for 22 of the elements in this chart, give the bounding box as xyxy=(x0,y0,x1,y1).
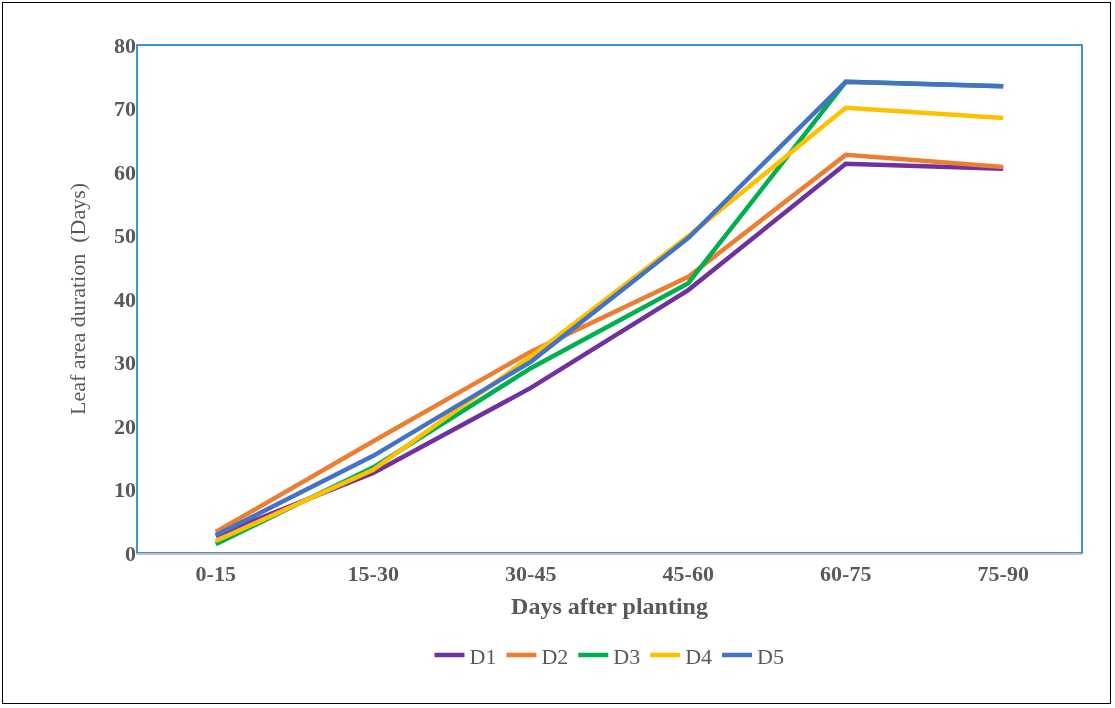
y-tick-label: 30 xyxy=(114,350,136,376)
legend-label: D2 xyxy=(541,643,569,669)
legend-label: D4 xyxy=(685,643,713,669)
x-tick-label: 30-45 xyxy=(505,561,557,587)
legend-label: D1 xyxy=(469,643,497,669)
x-tick-label: 15-30 xyxy=(347,561,399,587)
y-tick-label: 20 xyxy=(114,413,136,439)
x-tick-label: 75-90 xyxy=(977,561,1029,587)
y-tick-label: 50 xyxy=(114,223,136,249)
y-tick-label: 10 xyxy=(114,477,136,503)
y-tick-label: 80 xyxy=(114,32,136,58)
legend-label: D5 xyxy=(757,643,784,669)
y-tick-label: 70 xyxy=(114,96,136,122)
y-tick-label: 60 xyxy=(114,159,136,185)
x-axis-title: Days after planting xyxy=(511,593,708,620)
legend-label: D3 xyxy=(613,643,641,669)
y-axis-title: Leaf area duration (Days) xyxy=(64,182,90,416)
y-tick-label: 0 xyxy=(125,540,136,566)
y-tick-label: 40 xyxy=(114,286,136,312)
x-tick-label: 45-60 xyxy=(662,561,714,587)
x-tick-label: 0-15 xyxy=(195,561,236,587)
x-tick-label: 60-75 xyxy=(820,561,872,587)
